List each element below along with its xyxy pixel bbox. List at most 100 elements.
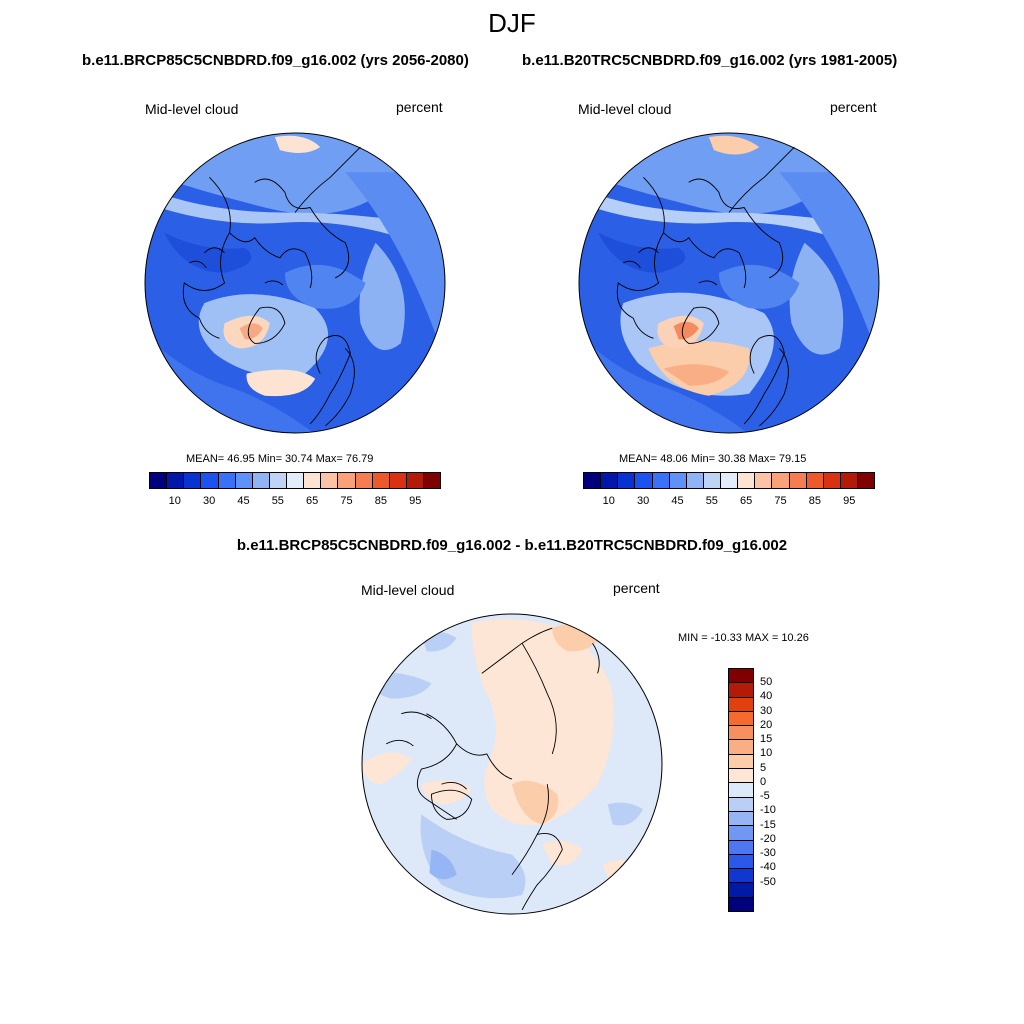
figure-title: DJF [488,8,536,38]
colorbar-swatch [729,683,753,698]
colorbar-swatch [304,473,322,488]
colorbar-swatch [355,473,373,488]
colorbar-swatch [729,740,753,755]
colorbar-swatch [823,473,841,488]
colorbar-swatch [729,897,753,912]
colorbar-tick-label: 45 [671,495,684,507]
colorbar-tick-label: -20 [760,832,776,845]
left-stats-label: MEAN= 46.95 Min= 30.74 Max= 76.79 [186,453,374,465]
colorbar-swatch [729,726,753,741]
right-polar-map [578,132,880,434]
colorbar-swatch [167,473,185,488]
colorbar-swatch [789,473,807,488]
diff-units-label: percent [613,580,660,596]
colorbar-swatch [729,797,753,812]
colorbar-tick-label: 65 [306,495,319,507]
left-run-title: b.e11.BRCP85C5CNBDRD.f09_g16.002 (yrs 20… [82,52,469,69]
left-colorbar-labels: 10 30 45 55 65 75 85 95 [149,495,441,509]
right-colorbar [583,472,875,489]
colorbar-tick-label: -15 [760,818,776,831]
colorbar-tick-label: -50 [760,875,776,888]
diff-variable-label: Mid-level cloud [361,582,455,598]
colorbar-tick-label: 75 [340,495,353,507]
colorbar-swatch [218,473,236,488]
right-variable-label: Mid-level cloud [578,101,672,117]
colorbar-tick-label: 10 [602,495,615,507]
colorbar-tick-label: 95 [843,495,856,507]
colorbar-swatch [729,869,753,884]
colorbar-swatch [406,473,424,488]
colorbar-swatch [252,473,270,488]
colorbar-swatch [618,473,636,488]
colorbar-tick-label: 50 [760,676,773,689]
left-variable-label: Mid-level cloud [145,101,239,117]
colorbar-swatch [703,473,721,488]
colorbar-swatch [729,840,753,855]
colorbar-swatch [201,473,219,488]
colorbar-swatch [321,473,339,488]
colorbar-tick-label: 85 [808,495,821,507]
diff-title: b.e11.BRCP85C5CNBDRD.f09_g16.002 - b.e11… [236,537,788,554]
colorbar-swatch [389,473,407,488]
colorbar-tick-label: -5 [760,790,770,803]
colorbar-swatch [840,473,858,488]
colorbar-swatch [652,473,670,488]
colorbar-swatch [729,754,753,770]
colorbar-tick-label: 15 [760,733,773,746]
left-colorbar [149,472,441,489]
colorbar-swatch [721,473,739,488]
colorbar-swatch [184,473,202,488]
colorbar-swatch [287,473,305,488]
colorbar-swatch [729,854,753,870]
colorbar-swatch [338,473,356,488]
colorbar-swatch [729,811,753,827]
colorbar-tick-label: 55 [271,495,284,507]
colorbar-tick-label: -40 [760,861,776,874]
colorbar-swatch [729,826,753,841]
diff-stats-label: MIN = -10.33 MAX = 10.26 [678,632,809,644]
colorbar-tick-label: 0 [760,775,767,788]
colorbar-tick-label: 5 [760,761,767,774]
left-units-label: percent [396,99,443,115]
colorbar-swatch [601,473,619,488]
colorbar-tick-label: 55 [705,495,718,507]
colorbar-tick-label: 40 [760,690,773,703]
left-polar-map [144,132,446,434]
diff-colorbar-labels: 50 40 30 20 15 10 5 0 -5 -10 -15 -20 -30 -40 -50 [760,668,800,910]
colorbar-tick-label: 20 [760,718,773,731]
diff-colorbar [728,668,754,912]
colorbar-swatch [858,473,875,488]
colorbar-tick-label: 65 [740,495,753,507]
right-colorbar-labels: 10 30 45 55 65 75 85 95 [583,495,875,509]
colorbar-tick-label: 10 [760,747,773,760]
colorbar-tick-label: 45 [237,495,250,507]
colorbar-tick-label: 95 [409,495,422,507]
colorbar-swatch [729,769,753,784]
colorbar-swatch [738,473,756,488]
right-units-label: percent [830,99,877,115]
colorbar-swatch [372,473,390,488]
colorbar-tick-label: -30 [760,847,776,860]
colorbar-swatch [424,473,441,488]
colorbar-swatch [584,473,602,488]
colorbar-tick-label: 30 [202,495,216,507]
colorbar-swatch [235,473,253,488]
colorbar-tick-label: -10 [760,804,776,817]
colorbar-swatch [729,783,753,798]
right-stats-label: MEAN= 48.06 Min= 30.38 Max= 79.15 [619,453,807,465]
colorbar-tick-label: 75 [774,495,787,507]
colorbar-swatch [269,473,287,488]
colorbar-swatch [755,473,773,488]
colorbar-swatch [729,669,753,684]
right-run-title: b.e11.B20TRC5CNBDRD.f09_g16.002 (yrs 198… [522,52,898,69]
colorbar-swatch [669,473,687,488]
colorbar-swatch [729,883,753,898]
colorbar-swatch [686,473,704,488]
colorbar-tick-label: 85 [374,495,387,507]
colorbar-swatch [635,473,653,488]
colorbar-swatch [806,473,824,488]
colorbar-swatch [729,711,753,727]
colorbar-tick-label: 30 [760,704,773,717]
colorbar-swatch [729,697,753,712]
colorbar-tick-label: 10 [168,495,181,507]
